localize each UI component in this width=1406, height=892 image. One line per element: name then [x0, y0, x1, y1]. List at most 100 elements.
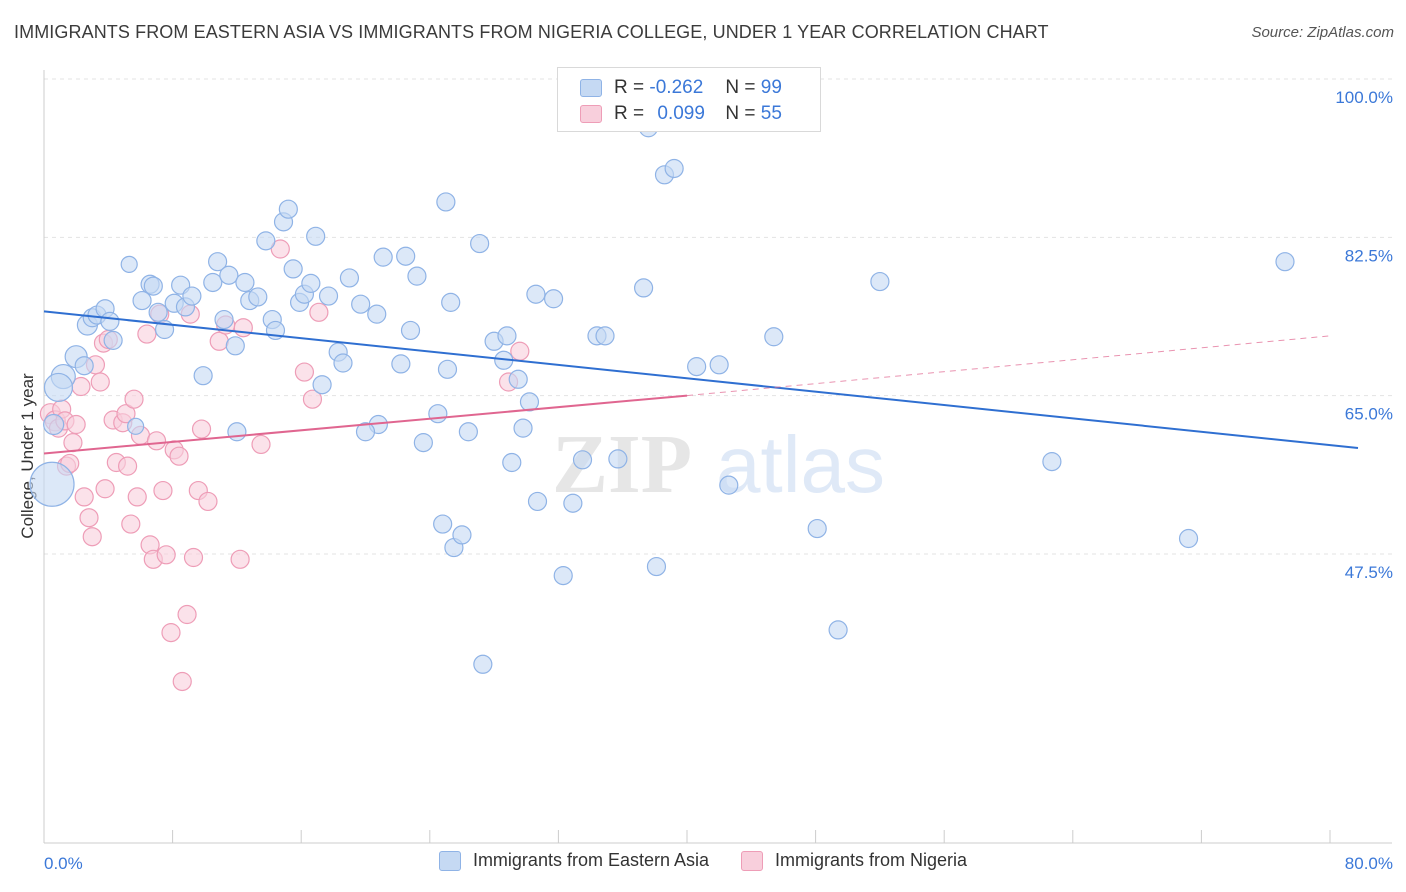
eastern-asia-point [351, 294, 371, 314]
eastern-asia-point [1275, 252, 1295, 272]
r-label: R = [614, 77, 645, 98]
r-value: 0.099 [657, 103, 705, 124]
axes [43, 70, 1392, 844]
y-tick-label: 65.0% [1345, 405, 1393, 424]
eastern-asia-point [225, 336, 245, 356]
eastern-asia-point [214, 309, 234, 330]
series-legend: Immigrants from Eastern Asia Immigrants … [0, 850, 1406, 871]
nigeria-point [209, 331, 229, 351]
stats-row-eastern-asia: R = -0.262 N = 99 [580, 76, 782, 100]
nigeria-point [90, 372, 110, 392]
eastern-asia-point [508, 369, 528, 389]
eastern-asia-point [127, 417, 145, 435]
nigeria-point [146, 431, 167, 451]
n-value: 99 [760, 77, 782, 98]
eastern-asia-point [278, 199, 298, 219]
eastern-asia-point [764, 327, 784, 347]
eastern-asia-point [527, 491, 548, 512]
x-tick-label-left: 0.0% [44, 854, 83, 873]
r-value: -0.262 [649, 77, 704, 98]
nigeria-trend-line-extension [686, 335, 1331, 397]
eastern-asia-point [719, 475, 739, 495]
eastern-asia-point [227, 422, 247, 442]
nigeria-point [183, 547, 204, 568]
eastern-asia-points [29, 118, 1295, 674]
nigeria-point [161, 623, 181, 643]
nigeria-point [251, 434, 271, 455]
stats-legend: R = -0.262 N = 99 R = 0.099 N = 55 [557, 67, 821, 132]
nigeria-point [63, 433, 83, 453]
eastern-asia-point [312, 375, 332, 395]
eastern-asia-point [572, 450, 593, 470]
eastern-asia-point [143, 276, 163, 296]
eastern-asia-point [519, 392, 540, 412]
eastern-asia-point [208, 252, 228, 272]
n-value: 55 [760, 103, 782, 124]
legend-label: Immigrants from Nigeria [775, 850, 968, 870]
legend-item-nigeria[interactable]: Immigrants from Nigeria [741, 850, 967, 871]
eastern-asia-point [441, 292, 461, 312]
nigeria-point [510, 341, 530, 361]
eastern-asia-point [513, 418, 533, 438]
eastern-asia-point [132, 290, 152, 311]
eastern-asia-point [318, 286, 339, 306]
watermark-atlas: atlas [716, 420, 885, 509]
nigeria-point [153, 480, 173, 501]
eastern-asia-point [367, 304, 387, 324]
legend-item-eastern-asia[interactable]: Immigrants from Eastern Asia [438, 850, 709, 871]
eastern-asia-point [428, 404, 448, 424]
nigeria-point [124, 389, 144, 409]
eastern-asia-point [120, 255, 138, 273]
eastern-asia-point [333, 353, 353, 373]
eastern-asia-point [646, 556, 667, 577]
nigeria-point [169, 446, 189, 466]
eastern-asia-point [497, 326, 517, 346]
eastern-asia-point [306, 226, 326, 246]
eastern-asia-point [1042, 452, 1062, 472]
eastern-asia-point [355, 422, 376, 442]
source-note: Source: ZipAtlas.com [1251, 24, 1394, 41]
eastern-asia-point [396, 246, 416, 266]
nigeria-point [233, 318, 253, 338]
nigeria-point [156, 545, 176, 565]
eastern-asia-point [391, 354, 411, 374]
trend-lines [43, 310, 1359, 455]
nigeria-point [177, 604, 197, 625]
nigeria-point [121, 514, 141, 534]
eastern-asia-point [664, 158, 684, 179]
n-label: N = [725, 103, 756, 124]
chart-title: IMMIGRANTS FROM EASTERN ASIA VS IMMIGRAN… [14, 22, 1049, 42]
blue-swatch [438, 850, 461, 871]
eastern-asia-point [433, 514, 453, 534]
nigeria-point [198, 491, 218, 512]
x-tick-label-right: 80.0% [1345, 854, 1393, 873]
eastern-asia-point [436, 192, 456, 212]
eastern-asia-point [828, 620, 848, 640]
nigeria-point [117, 456, 138, 476]
eastern-asia-point [219, 265, 239, 285]
eastern-asia-point [407, 266, 427, 286]
eastern-asia-point [633, 278, 654, 298]
eastern-asia-point [339, 268, 360, 288]
eastern-asia-point [193, 366, 213, 386]
nigeria-point [127, 487, 147, 507]
eastern-asia-point [74, 356, 94, 376]
y-tick-label: 47.5% [1345, 563, 1393, 582]
eastern-asia-point [103, 330, 123, 350]
nigeria-point [294, 362, 315, 382]
eastern-asia-point [1178, 528, 1199, 549]
eastern-asia-point [301, 273, 321, 293]
eastern-asia-point [283, 259, 303, 279]
nigeria-point [230, 549, 250, 569]
eastern-asia-point [452, 525, 472, 545]
nigeria-point [172, 671, 192, 692]
y-tick-label: 100.0% [1335, 88, 1393, 107]
nigeria-point [270, 239, 290, 259]
eastern-asia-point [807, 518, 827, 539]
eastern-asia-point [182, 286, 202, 306]
eastern-asia-point [400, 320, 421, 341]
nigeria-point [82, 527, 102, 547]
eastern-asia-point [413, 433, 433, 453]
pink-swatch [741, 850, 764, 871]
watermark: ZIP atlas [552, 418, 885, 511]
